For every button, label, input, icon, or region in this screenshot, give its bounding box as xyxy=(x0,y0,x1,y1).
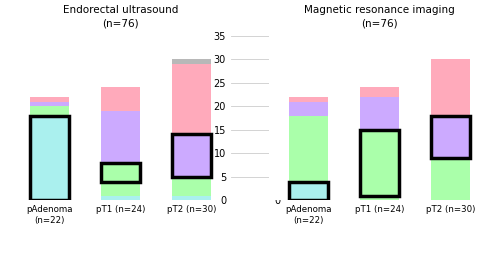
Bar xyxy=(172,134,212,177)
Bar xyxy=(101,163,140,182)
Bar xyxy=(360,130,399,196)
Bar xyxy=(172,59,212,64)
Bar xyxy=(101,163,140,182)
Bar xyxy=(101,87,140,111)
Bar xyxy=(431,158,470,200)
Bar xyxy=(30,116,69,200)
Bar xyxy=(360,97,399,130)
Bar xyxy=(360,196,399,200)
Bar xyxy=(30,116,69,200)
Bar xyxy=(431,116,470,158)
Bar xyxy=(288,102,328,116)
Bar xyxy=(360,87,399,97)
Bar xyxy=(30,106,69,116)
Bar xyxy=(288,182,328,200)
Bar xyxy=(431,116,470,158)
Bar xyxy=(360,130,399,196)
Bar xyxy=(30,102,69,106)
Bar xyxy=(431,59,470,116)
Bar xyxy=(288,182,328,200)
Bar xyxy=(101,111,140,163)
Title: Endorectal ultrasound
(n=76): Endorectal ultrasound (n=76) xyxy=(63,5,178,29)
Bar xyxy=(172,196,212,200)
Title: Magnetic resonance imaging
(n=76): Magnetic resonance imaging (n=76) xyxy=(304,5,455,29)
Bar xyxy=(172,177,212,196)
Bar xyxy=(101,196,140,200)
Bar xyxy=(30,97,69,102)
Bar xyxy=(288,97,328,102)
Bar xyxy=(172,134,212,177)
Bar xyxy=(172,64,212,134)
Bar xyxy=(101,182,140,196)
Bar xyxy=(288,116,328,182)
